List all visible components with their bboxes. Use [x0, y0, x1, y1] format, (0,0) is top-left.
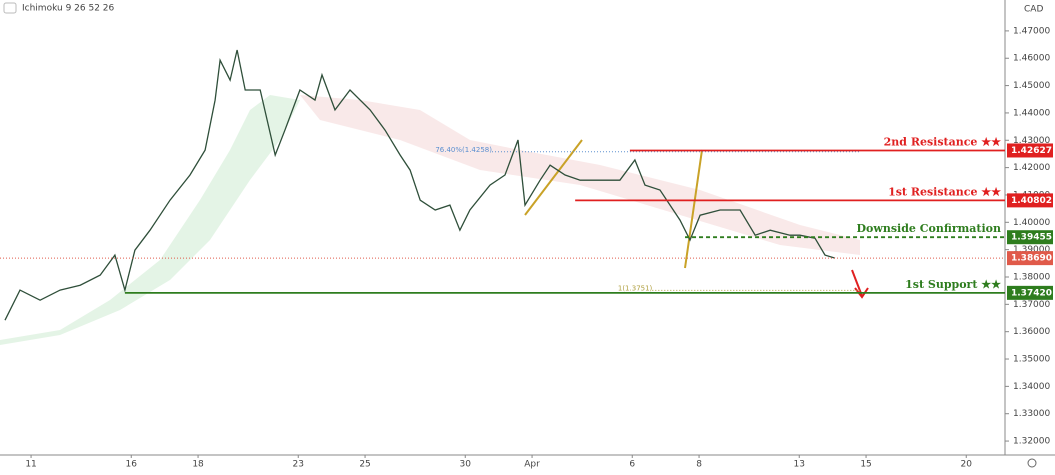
price-box-label: 1.38690 — [1011, 254, 1052, 264]
price-box — [1007, 251, 1053, 266]
fib-label: 1(1.3751) — [618, 284, 653, 292]
price-box — [1007, 143, 1053, 158]
x-tick-label: 20 — [961, 460, 973, 470]
arrow-head — [854, 287, 869, 299]
x-tick-label: 8 — [696, 460, 702, 470]
y-tick-label: 1.33000 — [1013, 409, 1050, 419]
y-tick-label: 1.32000 — [1013, 437, 1050, 447]
price-line — [4, 49, 836, 321]
level-name: Downside Confirmation — [857, 222, 1001, 235]
y-tick-label: 1.44000 — [1013, 108, 1050, 118]
price-box-label: 1.42627 — [1011, 146, 1052, 156]
price-box — [1007, 230, 1053, 245]
arrows — [524, 139, 869, 299]
y-tick-label: 1.37000 — [1013, 300, 1050, 310]
x-tick-label: 25 — [359, 460, 370, 470]
price-box-label: 1.39455 — [1011, 233, 1052, 243]
x-tick-label: 6 — [629, 460, 635, 470]
y-tick-label: 1.42000 — [1013, 163, 1050, 173]
x-tick-label: 18 — [192, 460, 204, 470]
settings-icon[interactable] — [1027, 458, 1037, 468]
y-tick-label: 1.34000 — [1013, 382, 1050, 392]
ichimoku-cloud — [0, 95, 300, 345]
collapse-button[interactable] — [3, 2, 17, 14]
y-tick-label: 1.46000 — [1013, 54, 1050, 64]
y-tick-label: 1.36000 — [1013, 327, 1050, 337]
indicator-label: Ichimoku 9 26 52 26 — [22, 4, 115, 14]
price-box — [1007, 285, 1053, 300]
y-tick-label: 1.43000 — [1013, 136, 1050, 146]
price-box-label: 1.37420 — [1011, 288, 1052, 298]
ichimoku-cloud — [300, 95, 860, 255]
level-name: 1st Resistance ★★ — [888, 185, 1001, 198]
y-tick-label: 1.45000 — [1013, 81, 1050, 91]
level-name: 2nd Resistance ★★ — [884, 135, 1001, 148]
currency-label: CAD — [1024, 5, 1043, 15]
y-tick-label: 1.35000 — [1013, 355, 1050, 365]
x-tick-label: 13 — [794, 460, 805, 470]
arrow — [684, 149, 703, 269]
y-tick-label: 1.39000 — [1013, 245, 1050, 255]
x-tick-label: 11 — [25, 460, 36, 470]
level-name: 1st Support ★★ — [905, 278, 1001, 291]
y-tick-label: 1.38000 — [1013, 272, 1050, 282]
y-tick-label: 1.47000 — [1013, 26, 1050, 36]
x-tick-label: 16 — [126, 460, 138, 470]
x-tick-label: 23 — [293, 460, 304, 470]
x-tick-label: Apr — [524, 460, 540, 470]
x-tick-label: 30 — [460, 460, 472, 470]
x-tick-label: 15 — [860, 460, 871, 470]
arrow — [851, 269, 863, 297]
arrow — [524, 139, 583, 216]
price-box — [1007, 193, 1053, 208]
fib-label: 76.40%(1.4258) — [435, 146, 492, 154]
price-box-label: 1.40802 — [1011, 196, 1052, 206]
y-tick-label: 1.40000 — [1013, 218, 1050, 228]
